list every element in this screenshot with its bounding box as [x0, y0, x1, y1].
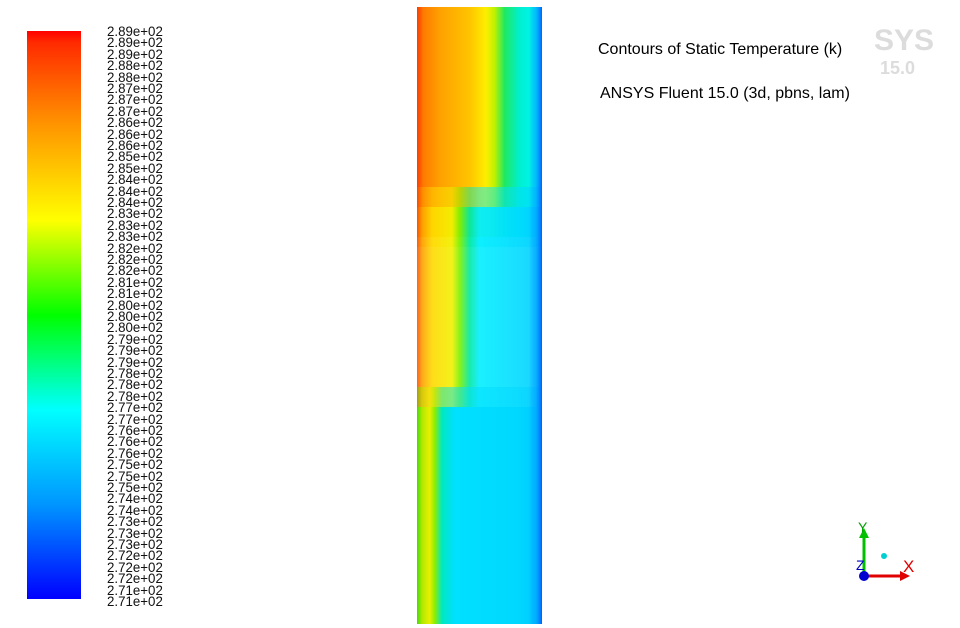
x-axis-arrowhead [900, 571, 910, 581]
colorbar-tick-label: 2.71e+02 [107, 593, 163, 609]
colorbar-tick-label: 2.73e+02 [107, 524, 163, 541]
colorbar-tick-label: 2.78e+02 [107, 365, 163, 381]
triad-center-dot [881, 553, 887, 559]
chart-title: Contours of Static Temperature (k) [598, 41, 843, 58]
temperature-contour-plot [417, 7, 542, 624]
colorbar-tick-label: 2.71e+02 [107, 581, 163, 598]
colorbar-tick-label: 2.82e+02 [107, 239, 163, 256]
x-axis-label: X [903, 557, 914, 576]
colorbar-tick-label: 2.84e+02 [107, 171, 163, 188]
colorbar-tick-label: 2.81e+02 [107, 273, 163, 290]
ansys-watermark: SYS 15.0 [874, 24, 954, 84]
colorbar-tick-label: 2.74e+02 [107, 501, 163, 518]
colorbar-tick-label: 2.87e+02 [107, 91, 163, 108]
colorbar [27, 31, 81, 599]
colorbar-tick-label: 2.76e+02 [107, 444, 163, 461]
chart-subtitle: ANSYS Fluent 15.0 (3d, pbns, lam) [600, 85, 850, 102]
colorbar-tick-label: 2.72e+02 [107, 547, 163, 564]
colorbar-tick-label: 2.81e+02 [107, 285, 163, 302]
colorbar-tick-label: 2.87e+02 [107, 102, 163, 119]
colorbar-tick-label: 2.76e+02 [107, 433, 163, 450]
colorbar-tick-label: 2.77e+02 [107, 410, 163, 427]
colorbar-tick-label: 2.75e+02 [107, 479, 163, 495]
colorbar-tick-label: 2.84e+02 [107, 194, 163, 210]
z-axis-point [859, 571, 869, 581]
colorbar-tick-label: 2.80e+02 [107, 308, 163, 324]
colorbar-tick-label: 2.73e+02 [107, 513, 163, 530]
colorbar-tick-labels: 2.89e+02 2.89e+02 2.89e+02 2.88e+02 2.88e+02… [107, 24, 197, 610]
colorbar-tick-label: 2.84e+02 [107, 182, 163, 199]
colorbar-tick-label: 2.89e+02 [107, 34, 163, 51]
colorbar-tick-label: 2.78e+02 [107, 376, 163, 393]
colorbar-tick-label: 2.85e+02 [107, 159, 163, 176]
colorbar-tick-label: 2.75e+02 [107, 467, 163, 484]
colorbar-tick-label: 2.80e+02 [107, 319, 163, 336]
watermark-line2: 15.0 [880, 58, 916, 78]
axes-triad: Y X Z [856, 520, 914, 581]
colorbar-tick-label: 2.72e+02 [107, 570, 163, 587]
colorbar-tick-label: 2.79e+02 [107, 342, 163, 359]
colorbar-tick-label: 2.75e+02 [107, 456, 163, 473]
colorbar-tick-label: 2.87e+02 [107, 80, 163, 96]
colorbar-tick-label: 2.73e+02 [107, 536, 163, 552]
colorbar-tick-label: 2.82e+02 [107, 262, 163, 279]
colorbar-tick-label: 2.79e+02 [107, 353, 163, 370]
colorbar-tick-label: 2.83e+02 [107, 205, 163, 222]
colorbar-tick-label: 2.76e+02 [107, 422, 163, 438]
colorbar-tick-label: 2.79e+02 [107, 330, 163, 347]
colorbar-tick-label: 2.89e+02 [107, 45, 163, 62]
y-axis-label: Y [858, 520, 868, 535]
colorbar-tick-label: 2.72e+02 [107, 558, 163, 575]
colorbar-tick-label: 2.85e+02 [107, 148, 163, 165]
colorbar-tick-label: 2.86e+02 [107, 114, 163, 131]
z-axis-label: Z [856, 557, 865, 573]
colorbar-tick-label: 2.88e+02 [107, 68, 163, 85]
colorbar-tick-label: 2.78e+02 [107, 387, 163, 404]
colorbar-tick-label: 2.83e+02 [107, 228, 163, 245]
colorbar-tick-label: 2.86e+02 [107, 125, 163, 142]
colorbar-tick-label: 2.86e+02 [107, 137, 163, 153]
colorbar-tick-label: 2.88e+02 [107, 57, 163, 74]
colorbar-tick-label: 2.89e+02 [107, 23, 163, 39]
colorbar-tick-label: 2.82e+02 [107, 251, 163, 267]
colorbar-tick-label: 2.77e+02 [107, 399, 163, 416]
colorbar-tick-label: 2.80e+02 [107, 296, 163, 313]
y-axis-arrowhead [859, 528, 869, 538]
colorbar-tick-label: 2.74e+02 [107, 490, 163, 507]
colorbar-tick-label: 2.83e+02 [107, 216, 163, 233]
watermark-line1: SYS [874, 24, 935, 57]
